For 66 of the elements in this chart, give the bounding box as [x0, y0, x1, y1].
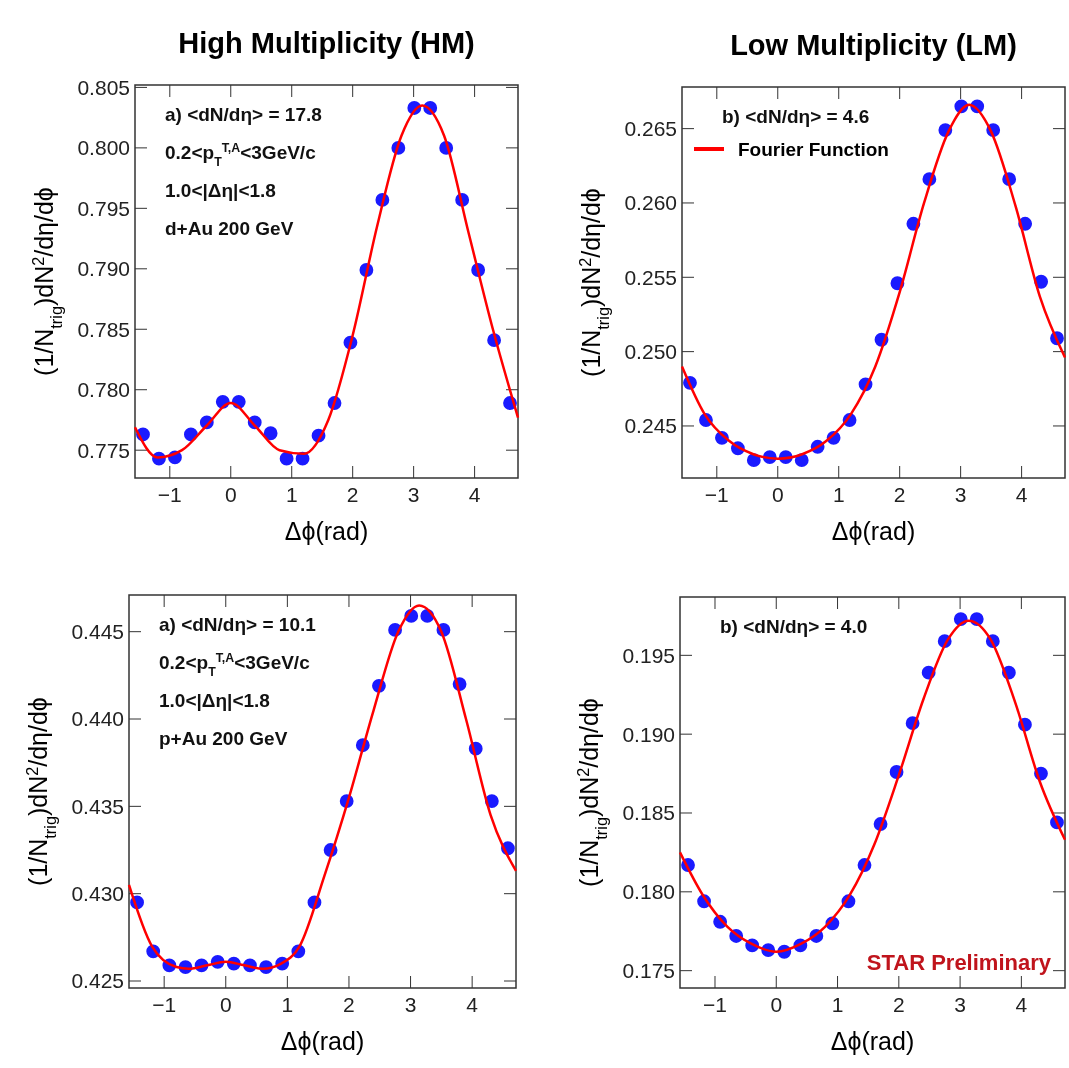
x-tick-label: 4: [466, 993, 479, 1016]
annotation: 1.0<|Δη|<1.8: [159, 690, 270, 711]
y-tick-label: 0.435: [71, 794, 124, 818]
x-tick-label: 4: [1015, 483, 1028, 506]
annotation: b) <dN/dη> = 4.6: [722, 106, 870, 127]
point: [263, 426, 278, 441]
x-tick-label: −1: [704, 483, 729, 506]
y-tick-label: 0.790: [77, 257, 130, 281]
x-tick-label: −1: [703, 993, 727, 1016]
y-tick-label: 0.775: [77, 438, 130, 462]
x-axis-title: Δϕ(rad): [284, 517, 369, 545]
y-tick-label: 0.245: [624, 414, 677, 438]
annotation: a) <dN/dη> = 10.1: [159, 614, 317, 635]
annotation: p+Au 200 GeV: [159, 728, 288, 749]
y-tick-label: 0.800: [77, 136, 130, 160]
x-tick-label: 0: [770, 993, 783, 1016]
y-tick-label: 0.190: [622, 722, 675, 746]
x-tick-label: 2: [343, 993, 355, 1016]
x-axis-title: Δϕ(rad): [280, 1027, 365, 1055]
chart-title: Low Multiplicity (LM): [730, 29, 1017, 61]
y-tick-label: 0.445: [71, 620, 124, 644]
annotation: 0.2<p$_{T}$$^{T,A}$<3GeV/c: [165, 141, 317, 169]
y-tick-label: 0.785: [77, 317, 130, 341]
y-tick-label: 0.780: [77, 378, 130, 402]
x-tick-label: 1: [285, 483, 298, 506]
x-tick-label: 3: [404, 993, 417, 1016]
y-tick-label: 0.430: [71, 882, 124, 906]
x-axis-title: Δϕ(rad): [831, 517, 916, 545]
chart-title: High Multiplicity (HM): [178, 27, 475, 59]
x-tick-label: 1: [831, 993, 844, 1016]
annotation: 0.2<p$_{T}$$^{T,A}$<3GeV/c: [159, 651, 311, 679]
x-tick-label: 3: [954, 483, 967, 506]
annotation: STAR Preliminary: [866, 950, 1052, 975]
annotation: 1.0<|Δη|<1.8: [165, 180, 276, 201]
y-tick-label: 0.250: [624, 339, 677, 363]
y-tick-label: 0.425: [71, 969, 124, 993]
point: [279, 451, 294, 466]
y-tick-label: 0.185: [622, 801, 675, 825]
annotation: b) <dN/dη> = 4.0: [720, 616, 868, 637]
x-tick-label: −1: [157, 483, 182, 506]
x-axis-title: Δϕ(rad): [830, 1027, 915, 1055]
x-tick-label: 3: [407, 483, 420, 506]
legend-label: Fourier Function: [738, 138, 889, 160]
x-tick-label: 2: [893, 483, 906, 506]
annotation: d+Au 200 GeV: [165, 218, 294, 239]
x-tick-label: 0: [771, 483, 784, 506]
x-tick-label: 0: [224, 483, 237, 506]
y-tick-label: 0.260: [624, 191, 677, 215]
x-tick-label: 1: [281, 993, 294, 1016]
y-tick-label: 0.795: [77, 196, 130, 220]
x-tick-label: 3: [954, 993, 966, 1016]
annotation: a) <dN/dη> = 17.8: [165, 104, 322, 125]
x-tick-label: 2: [346, 483, 359, 506]
y-tick-label: 0.265: [624, 116, 677, 140]
y-tick-label: 0.440: [71, 707, 124, 731]
y-tick-label: 0.180: [622, 880, 675, 904]
y-tick-label: 0.175: [622, 959, 675, 983]
x-tick-label: 4: [1015, 993, 1028, 1016]
y-tick-label: 0.805: [77, 75, 130, 99]
x-tick-label: 0: [219, 993, 232, 1016]
x-tick-label: −1: [152, 993, 177, 1016]
x-tick-label: 1: [832, 483, 845, 506]
y-tick-label: 0.255: [624, 265, 677, 289]
y-tick-label: 0.195: [622, 643, 675, 667]
x-tick-label: 2: [892, 993, 905, 1016]
x-tick-label: 4: [468, 483, 481, 506]
